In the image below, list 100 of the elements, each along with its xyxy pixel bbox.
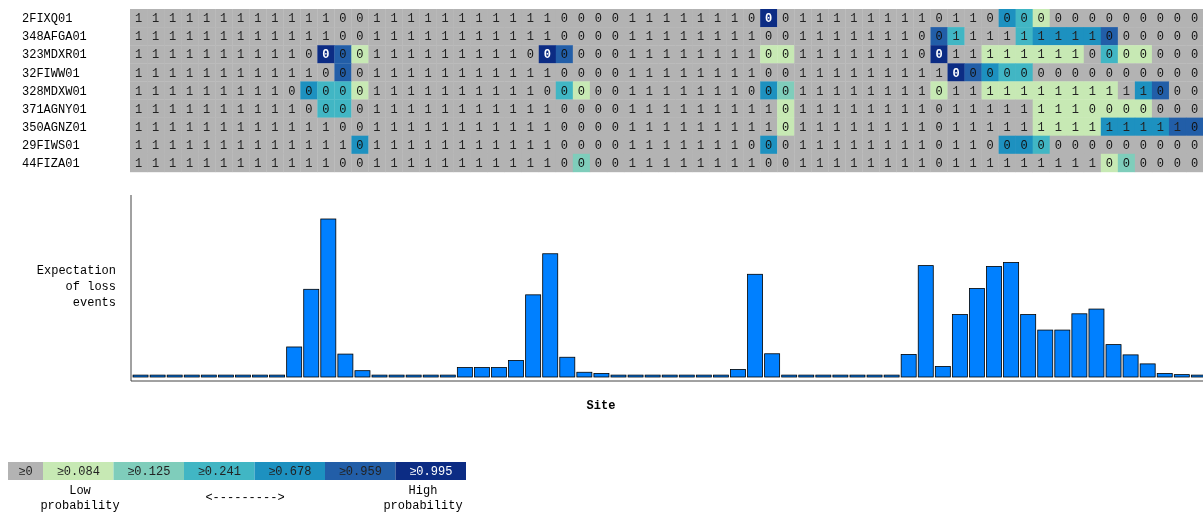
data-label: 1	[543, 102, 551, 117]
data-label: 1	[969, 102, 977, 117]
data-label: 1	[407, 120, 415, 135]
data-label: 1	[373, 120, 381, 135]
data-label: 1	[424, 120, 432, 135]
data-label: 1	[373, 157, 381, 172]
data-label: 0	[1105, 102, 1113, 117]
data-label: 1	[901, 30, 909, 45]
data-label: 1	[186, 30, 194, 45]
data-label: 0	[765, 30, 773, 45]
data-label: 0	[782, 120, 790, 135]
data-label: 1	[1003, 102, 1011, 117]
data-label: 1	[918, 138, 926, 153]
data-label: 0	[356, 138, 364, 153]
data-label: 1	[816, 48, 824, 63]
data-label: 0	[594, 66, 602, 81]
data-label: 1	[850, 102, 858, 117]
data-label: 1	[1020, 84, 1028, 99]
data-label: 1	[799, 157, 807, 172]
data-label: 1	[424, 48, 432, 63]
data-label: 0	[1190, 48, 1199, 63]
data-label: 1	[254, 12, 262, 27]
data-label: 1	[220, 12, 228, 27]
data-label: 1	[1037, 157, 1045, 172]
data-label: 0	[356, 102, 364, 117]
data-label: 1	[543, 120, 551, 135]
data-label: 0	[1156, 84, 1165, 99]
data-label: 1	[322, 157, 330, 172]
data-label: 1	[407, 157, 415, 172]
data-label: 1	[884, 138, 892, 153]
data-label: 1	[1139, 120, 1147, 135]
data-label: 0	[935, 48, 943, 63]
data-label: 1	[526, 12, 534, 27]
data-label: 1	[816, 120, 824, 135]
data-label: 1	[203, 84, 211, 99]
data-label: 1	[662, 12, 671, 27]
data-label: 1	[271, 120, 279, 135]
data-label: 1	[151, 102, 160, 117]
data-label: 1	[901, 138, 909, 153]
data-label: 1	[696, 48, 705, 63]
data-label: 1	[1071, 157, 1079, 172]
data-label: 1	[765, 102, 773, 117]
data-label: 1	[441, 138, 449, 153]
data-label: 1	[952, 138, 960, 153]
data-label: 1	[731, 12, 739, 27]
data-label: 1	[134, 157, 143, 172]
data-label: 1	[458, 138, 466, 153]
data-label: 1	[969, 30, 977, 45]
data-label: 1	[679, 30, 688, 45]
data-label: 1	[731, 48, 739, 63]
data-label: 1	[254, 66, 262, 81]
data-label: 1	[288, 120, 296, 135]
data-label: 1	[918, 120, 926, 135]
data-label: 1	[203, 157, 211, 172]
data-label: 1	[765, 120, 773, 135]
data-label: 1	[1173, 120, 1182, 135]
data-label: 1	[288, 48, 296, 63]
colour-key: ≥0 ≥0.084 ≥0.125 ≥0.241 ≥0.678 ≥0.959 ≥0.995	[8, 462, 466, 480]
data-label: 1	[390, 138, 398, 153]
data-label: 1	[203, 48, 211, 63]
data-label: 0	[782, 138, 790, 153]
data-label: 0	[765, 12, 773, 27]
data-label: 1	[799, 120, 807, 135]
y-tick-label: 328MDXW01	[22, 84, 87, 99]
data-label: 1	[322, 120, 330, 135]
data-label: 1	[867, 84, 875, 99]
data-label: 1	[918, 66, 926, 81]
data-label: 0	[356, 12, 364, 27]
data-label: 1	[662, 66, 671, 81]
data-label: 0	[918, 48, 926, 63]
data-label: 0	[322, 66, 330, 81]
data-label: 1	[509, 84, 517, 99]
data-label: 0	[1139, 102, 1147, 117]
data-label: 1	[748, 48, 756, 63]
data-label: 1	[679, 102, 688, 117]
data-label: 1	[492, 66, 500, 81]
data-label: 1	[475, 30, 483, 45]
data-label: 1	[713, 120, 722, 135]
data-label: 1	[407, 12, 415, 27]
data-label: 1	[679, 66, 688, 81]
data-label: 1	[441, 48, 449, 63]
data-label: 1	[305, 12, 313, 27]
data-label: 1	[424, 84, 432, 99]
data-label: 0	[288, 84, 296, 99]
data-label: 0	[1054, 138, 1062, 153]
data-label: 1	[833, 48, 841, 63]
data-label: 1	[322, 30, 330, 45]
data-label: 1	[373, 12, 381, 27]
data-label: 0	[305, 84, 313, 99]
data-label: 1	[918, 157, 926, 172]
data-label: 0	[1105, 66, 1113, 81]
data-label: 1	[390, 48, 398, 63]
data-label: 1	[1088, 84, 1096, 99]
data-label: 1	[867, 66, 875, 81]
data-label: 0	[560, 120, 568, 135]
data-label: 1	[441, 12, 449, 27]
data-label: 1	[220, 30, 228, 45]
data-label: 0	[1190, 84, 1199, 99]
data-label: 1	[475, 120, 483, 135]
data-label: 1	[833, 157, 841, 172]
